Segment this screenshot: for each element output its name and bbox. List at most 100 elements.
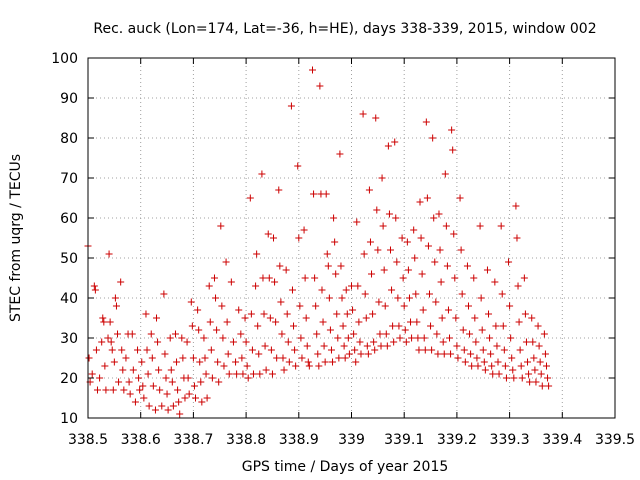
data-point bbox=[529, 338, 537, 346]
data-point bbox=[440, 350, 448, 358]
data-point bbox=[168, 378, 176, 386]
data-point bbox=[242, 338, 250, 346]
data-point bbox=[407, 318, 415, 326]
data-point bbox=[202, 370, 210, 378]
data-point bbox=[405, 294, 413, 302]
y-tick-label: 30 bbox=[60, 331, 78, 347]
data-point bbox=[136, 386, 144, 394]
data-point bbox=[545, 382, 553, 390]
data-point bbox=[382, 330, 390, 338]
data-point bbox=[510, 374, 518, 382]
data-point bbox=[542, 362, 550, 370]
data-point bbox=[436, 246, 444, 254]
data-point bbox=[378, 174, 386, 182]
data-point bbox=[329, 358, 337, 366]
data-point bbox=[254, 322, 262, 330]
data-point bbox=[119, 366, 127, 374]
data-point bbox=[435, 210, 443, 218]
data-point bbox=[364, 350, 372, 358]
x-tick-label: 338.9 bbox=[279, 432, 319, 448]
data-point bbox=[246, 194, 254, 202]
data-point bbox=[194, 306, 202, 314]
data-point bbox=[478, 326, 486, 334]
data-point bbox=[184, 374, 192, 382]
data-point bbox=[516, 346, 524, 354]
data-point bbox=[534, 322, 542, 330]
data-point bbox=[531, 366, 539, 374]
data-point bbox=[324, 262, 332, 270]
data-point bbox=[176, 410, 184, 418]
data-point bbox=[162, 374, 170, 382]
data-point bbox=[213, 326, 221, 334]
data-point bbox=[117, 278, 125, 286]
data-point bbox=[334, 334, 342, 342]
data-point bbox=[443, 262, 451, 270]
data-point bbox=[114, 330, 122, 338]
data-point bbox=[390, 338, 398, 346]
data-point bbox=[471, 314, 479, 322]
data-point bbox=[342, 286, 350, 294]
axis-ticks bbox=[87, 57, 616, 419]
x-axis-label: GPS time / Days of year 2015 bbox=[242, 459, 449, 475]
data-point bbox=[470, 274, 478, 282]
data-point bbox=[434, 350, 442, 358]
data-point bbox=[111, 294, 119, 302]
data-point bbox=[349, 306, 357, 314]
data-point bbox=[488, 362, 496, 370]
data-point bbox=[506, 302, 514, 310]
data-point bbox=[453, 342, 461, 350]
data-point bbox=[376, 330, 384, 338]
x-tick-label: 338.7 bbox=[173, 432, 213, 448]
data-point bbox=[101, 362, 109, 370]
data-point bbox=[232, 358, 240, 366]
data-point bbox=[389, 322, 397, 330]
data-point bbox=[476, 222, 484, 230]
data-point bbox=[321, 358, 329, 366]
data-point bbox=[175, 398, 183, 406]
data-point bbox=[205, 282, 213, 290]
data-point bbox=[280, 366, 288, 374]
data-point bbox=[258, 170, 266, 178]
data-point bbox=[385, 210, 393, 218]
data-point bbox=[253, 250, 261, 258]
data-point bbox=[421, 346, 429, 354]
data-point bbox=[457, 246, 465, 254]
data-point bbox=[384, 142, 392, 150]
data-point bbox=[391, 138, 399, 146]
data-point bbox=[241, 314, 249, 322]
data-point bbox=[449, 146, 457, 154]
data-point bbox=[437, 278, 445, 286]
y-tick-label: 50 bbox=[60, 251, 78, 267]
data-point bbox=[256, 370, 264, 378]
data-point bbox=[296, 302, 304, 310]
data-point bbox=[171, 330, 179, 338]
y-tick-labels: 10 20 30 40 50 60 70 80 90 100 bbox=[51, 51, 78, 427]
data-point bbox=[192, 394, 200, 402]
data-point bbox=[223, 318, 231, 326]
data-point bbox=[219, 334, 227, 342]
data-point bbox=[452, 314, 460, 322]
data-point bbox=[160, 290, 168, 298]
data-point bbox=[320, 342, 328, 350]
data-point bbox=[229, 338, 237, 346]
data-point bbox=[212, 294, 220, 302]
data-point bbox=[110, 358, 118, 366]
data-point bbox=[266, 314, 274, 322]
data-point bbox=[142, 310, 150, 318]
data-point bbox=[185, 390, 193, 398]
data-point bbox=[265, 274, 273, 282]
data-point bbox=[362, 314, 370, 322]
data-point bbox=[480, 358, 488, 366]
data-point bbox=[195, 326, 203, 334]
y-tick-label: 90 bbox=[60, 91, 78, 107]
data-point bbox=[450, 230, 458, 238]
grid-lines bbox=[88, 58, 615, 418]
data-point bbox=[260, 310, 268, 318]
data-point bbox=[535, 342, 543, 350]
data-point bbox=[513, 234, 521, 242]
data-point bbox=[183, 338, 191, 346]
data-point bbox=[262, 366, 270, 374]
data-point bbox=[169, 402, 177, 410]
x-tick-labels: 338.5 338.6 338.7 338.8 338.9 339 339.1 339.2 33… bbox=[68, 432, 635, 448]
